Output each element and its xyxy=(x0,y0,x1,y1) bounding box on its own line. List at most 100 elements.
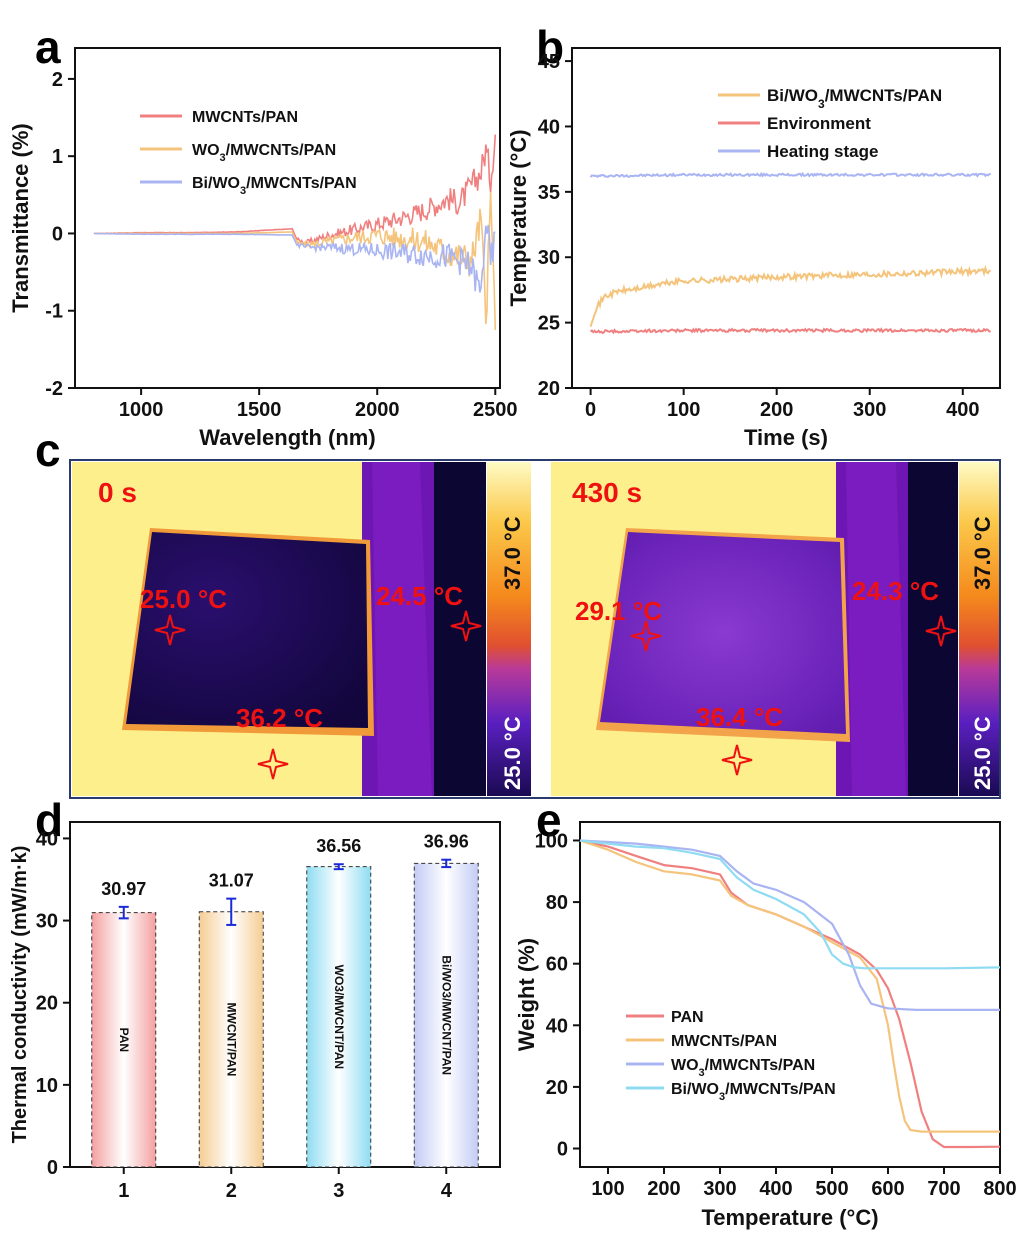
legend-label: Bi/WO3/MWCNTs/PAN xyxy=(192,175,357,197)
y-tick-label: 60 xyxy=(546,954,568,976)
legend-label: WO3/MWCNTs/PAN xyxy=(192,142,336,164)
thermal-image-430s: 37.0 °C 25.0 °C 430 s 29.1 °C 24.3 °C 36… xyxy=(551,462,999,796)
marker-star-2c xyxy=(721,744,753,776)
temp-label-1b: 24.5 °C xyxy=(376,581,463,611)
bar-value-label: 36.56 xyxy=(316,836,361,856)
legend-label: Environment xyxy=(767,114,871,133)
y-tick-label: 20 xyxy=(36,993,58,1015)
bar-2 xyxy=(198,911,264,1168)
x-tick-label: 4 xyxy=(441,1180,453,1202)
scale-min-1: 25.0 °C xyxy=(500,716,525,790)
x-tick-label: 300 xyxy=(703,1178,736,1200)
x-axis-label: Time (s) xyxy=(744,425,828,450)
temp-label-2c: 36.4 °C xyxy=(696,702,783,732)
y-tick-label: 10 xyxy=(36,1075,58,1097)
y-tick-label: -1 xyxy=(45,301,63,323)
legend-label: MWCNTs/PAN xyxy=(671,1033,777,1050)
legend-label: WO3/MWCNTs/PAN xyxy=(671,1057,815,1079)
temp-label-2b: 24.3 °C xyxy=(852,576,939,606)
legend-label: Bi/WO3/MWCNTs/PAN xyxy=(767,86,942,111)
bar-label: MWCNT/PAN xyxy=(224,1003,238,1077)
y-tick-label: 0 xyxy=(52,223,63,245)
series-line-red xyxy=(93,134,497,246)
x-tick-label: 200 xyxy=(647,1178,680,1200)
bar-label: PAN xyxy=(117,1028,131,1052)
y-axis-label: Thermal conductivity (mW/m·k) xyxy=(9,846,31,1144)
bar-label: Bi/WO3/MWCNT/PAN xyxy=(439,955,453,1075)
y-tick-label: 45 xyxy=(538,51,560,73)
marker-star-2a xyxy=(630,620,662,652)
y-tick-label: 35 xyxy=(538,182,560,204)
legend-label: Heating stage xyxy=(767,142,878,161)
temp-label-2a: 29.1 °C xyxy=(575,596,662,626)
marker-star-1c xyxy=(257,748,289,780)
panel-label-d: d xyxy=(35,794,63,846)
x-tick-label: 2 xyxy=(226,1180,237,1202)
y-tick-label: 20 xyxy=(546,1077,568,1099)
y-tick-label: 1 xyxy=(52,146,63,168)
y-tick-label: 0 xyxy=(47,1157,58,1179)
x-tick-label: 0 xyxy=(585,399,596,421)
panel-label-c: c xyxy=(35,424,61,476)
plot-frame xyxy=(74,47,501,389)
bar-label: WO3/MWCNT/PAN xyxy=(332,965,346,1069)
series-line-orange xyxy=(579,839,1000,1133)
bar-1 xyxy=(91,912,157,1168)
thermal-image-0s: 37.0 °C 25.0 °C 0 s 25.0 °C 24.5 °C 36.2… xyxy=(72,462,531,796)
y-tick-label: 30 xyxy=(36,911,58,933)
panel-label-a: a xyxy=(35,21,61,73)
x-tick-label: 1500 xyxy=(237,399,282,421)
x-tick-label: 700 xyxy=(927,1178,960,1200)
scale-max-1: 37.0 °C xyxy=(500,516,525,590)
y-tick-label: 40 xyxy=(36,828,58,850)
marker-star-1b xyxy=(450,610,482,642)
x-tick-label: 200 xyxy=(760,399,793,421)
x-tick-label: 2000 xyxy=(355,399,400,421)
plot-frame xyxy=(579,821,1001,1168)
bar-value-label: 36.96 xyxy=(424,832,469,852)
series-line-cyan xyxy=(579,839,1001,970)
legend-label: Bi/WO3/MWCNTs/PAN xyxy=(671,1081,836,1103)
series-line-orange xyxy=(589,264,991,327)
series-line-blue xyxy=(579,839,1000,1011)
bar-4 xyxy=(413,862,479,1168)
chart-a-transmittance: 1000 1500 2000 2500 -2 -1 0 1 2 Wavelength (nm) Tr… xyxy=(8,47,518,450)
y-tick-label: 40 xyxy=(546,1015,568,1037)
bar-value-label: 31.07 xyxy=(209,871,254,891)
marker-star-2b xyxy=(925,615,957,647)
x-tick-label: 100 xyxy=(591,1178,624,1200)
y-tick-label: 0 xyxy=(557,1139,568,1161)
y-tick-label: 20 xyxy=(538,378,560,400)
y-axis-label: Weight (%) xyxy=(514,938,539,1051)
x-tick-label: 400 xyxy=(759,1178,792,1200)
plot-frame xyxy=(69,821,501,1168)
series-line-blue xyxy=(93,224,496,293)
y-axis-label: Temperature (°C) xyxy=(506,129,531,306)
series-line-blue xyxy=(589,171,991,179)
time-label-2: 430 s xyxy=(572,477,642,508)
x-tick-label: 600 xyxy=(871,1178,904,1200)
panel-label-e: e xyxy=(536,794,562,846)
panel-label-b: b xyxy=(536,21,564,73)
y-tick-label: 25 xyxy=(538,313,560,335)
scale-max-2: 37.0 °C xyxy=(970,516,995,590)
x-tick-label: 3 xyxy=(333,1180,344,1202)
temp-label-1c: 36.2 °C xyxy=(236,703,323,733)
x-tick-label: 400 xyxy=(946,399,979,421)
y-tick-label: 30 xyxy=(538,247,560,269)
y-tick-label: 80 xyxy=(546,892,568,914)
series-line-red xyxy=(579,839,1001,1149)
y-tick-label: 100 xyxy=(535,830,568,852)
chart-e-tga: 100 200 300 400 500 600 700 800 0 20 40 60 80 100 Temp… xyxy=(514,821,1017,1230)
bar-value-label: 30.97 xyxy=(101,879,146,899)
time-label-1: 0 s xyxy=(98,477,137,508)
legend-label: MWCNTs/PAN xyxy=(192,109,298,126)
x-axis-label: Wavelength (nm) xyxy=(199,425,375,450)
x-tick-label: 500 xyxy=(815,1178,848,1200)
chart-b-temperature: 0 100 200 300 400 20 25 30 35 40 45 Time (s) Tempera… xyxy=(506,47,1001,450)
y-axis-label: Transmittance (%) xyxy=(8,123,33,313)
x-tick-label: 800 xyxy=(983,1178,1016,1200)
color-scale-2 xyxy=(959,462,999,796)
